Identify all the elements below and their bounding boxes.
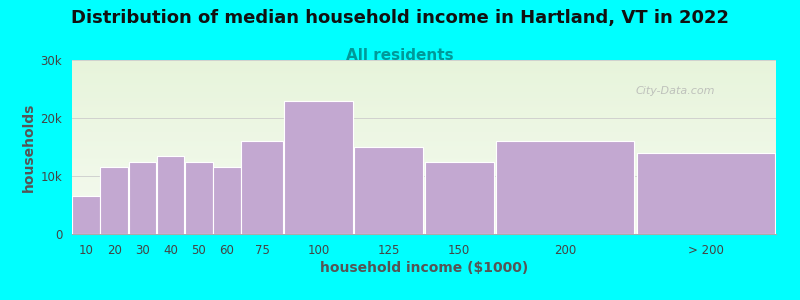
- Bar: [496, 141, 634, 234]
- Bar: [213, 167, 241, 234]
- Bar: [72, 196, 100, 234]
- Text: City-Data.com: City-Data.com: [635, 86, 714, 96]
- Bar: [185, 161, 213, 234]
- Bar: [101, 167, 128, 234]
- Bar: [242, 141, 282, 234]
- Bar: [425, 161, 494, 234]
- Bar: [284, 100, 353, 234]
- Bar: [354, 147, 423, 234]
- Bar: [101, 167, 128, 234]
- Bar: [185, 161, 213, 234]
- Bar: [242, 141, 282, 234]
- Bar: [354, 147, 423, 234]
- Bar: [496, 141, 634, 234]
- Bar: [425, 161, 494, 234]
- Bar: [129, 161, 156, 234]
- Bar: [129, 161, 156, 234]
- Bar: [213, 167, 241, 234]
- Bar: [157, 156, 184, 234]
- Bar: [157, 156, 184, 234]
- Y-axis label: households: households: [22, 102, 36, 192]
- X-axis label: household income ($1000): household income ($1000): [320, 261, 528, 275]
- Bar: [72, 196, 100, 234]
- Bar: [637, 153, 774, 234]
- Text: Distribution of median household income in Hartland, VT in 2022: Distribution of median household income …: [71, 9, 729, 27]
- Bar: [637, 153, 774, 234]
- Text: All residents: All residents: [346, 48, 454, 63]
- Bar: [284, 100, 353, 234]
